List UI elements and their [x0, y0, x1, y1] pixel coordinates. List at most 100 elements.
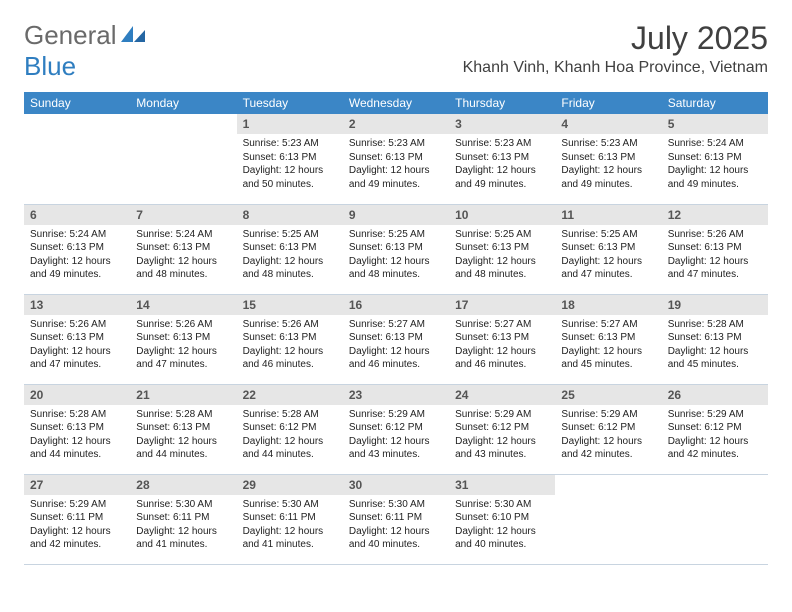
day-number: 10 [449, 205, 555, 225]
day-number: 23 [343, 385, 449, 405]
day-cell: 1Sunrise: 5:23 AMSunset: 6:13 PMDaylight… [237, 114, 343, 204]
day-content: Sunrise: 5:29 AMSunset: 6:12 PMDaylight:… [555, 405, 661, 467]
day-content: Sunrise: 5:30 AMSunset: 6:11 PMDaylight:… [130, 495, 236, 557]
day-cell: 10Sunrise: 5:25 AMSunset: 6:13 PMDayligh… [449, 204, 555, 294]
day-number: 30 [343, 475, 449, 495]
day-content: Sunrise: 5:28 AMSunset: 6:12 PMDaylight:… [237, 405, 343, 467]
title-block: July 2025 Khanh Vinh, Khanh Hoa Province… [463, 20, 768, 77]
day-number: 24 [449, 385, 555, 405]
day-cell: 8Sunrise: 5:25 AMSunset: 6:13 PMDaylight… [237, 204, 343, 294]
day-cell: 13Sunrise: 5:26 AMSunset: 6:13 PMDayligh… [24, 294, 130, 384]
day-cell: 23Sunrise: 5:29 AMSunset: 6:12 PMDayligh… [343, 384, 449, 474]
day-content: Sunrise: 5:26 AMSunset: 6:13 PMDaylight:… [130, 315, 236, 377]
day-number: 28 [130, 475, 236, 495]
day-content: Sunrise: 5:27 AMSunset: 6:13 PMDaylight:… [555, 315, 661, 377]
day-cell: 2Sunrise: 5:23 AMSunset: 6:13 PMDaylight… [343, 114, 449, 204]
day-number: 11 [555, 205, 661, 225]
day-header: Sunday [24, 92, 130, 114]
day-number: 17 [449, 295, 555, 315]
day-content: Sunrise: 5:29 AMSunset: 6:12 PMDaylight:… [662, 405, 768, 467]
day-number: 5 [662, 114, 768, 134]
day-cell: 31Sunrise: 5:30 AMSunset: 6:10 PMDayligh… [449, 474, 555, 564]
day-number: 14 [130, 295, 236, 315]
day-cell: 14Sunrise: 5:26 AMSunset: 6:13 PMDayligh… [130, 294, 236, 384]
day-content: Sunrise: 5:24 AMSunset: 6:13 PMDaylight:… [130, 225, 236, 287]
day-number: 7 [130, 205, 236, 225]
day-number: 29 [237, 475, 343, 495]
day-content: Sunrise: 5:25 AMSunset: 6:13 PMDaylight:… [343, 225, 449, 287]
day-content: Sunrise: 5:26 AMSunset: 6:13 PMDaylight:… [662, 225, 768, 287]
day-cell: 16Sunrise: 5:27 AMSunset: 6:13 PMDayligh… [343, 294, 449, 384]
day-header: Monday [130, 92, 236, 114]
day-content: Sunrise: 5:24 AMSunset: 6:13 PMDaylight:… [662, 134, 768, 196]
day-cell: 5Sunrise: 5:24 AMSunset: 6:13 PMDaylight… [662, 114, 768, 204]
day-number: 9 [343, 205, 449, 225]
day-cell: 21Sunrise: 5:28 AMSunset: 6:13 PMDayligh… [130, 384, 236, 474]
day-cell [662, 474, 768, 564]
day-content: Sunrise: 5:27 AMSunset: 6:13 PMDaylight:… [343, 315, 449, 377]
calendar-body: 1Sunrise: 5:23 AMSunset: 6:13 PMDaylight… [24, 114, 768, 564]
day-number: 15 [237, 295, 343, 315]
day-content: Sunrise: 5:29 AMSunset: 6:12 PMDaylight:… [343, 405, 449, 467]
day-cell: 22Sunrise: 5:28 AMSunset: 6:12 PMDayligh… [237, 384, 343, 474]
day-cell: 3Sunrise: 5:23 AMSunset: 6:13 PMDaylight… [449, 114, 555, 204]
day-cell: 17Sunrise: 5:27 AMSunset: 6:13 PMDayligh… [449, 294, 555, 384]
day-number: 3 [449, 114, 555, 134]
logo-text: General Blue [24, 20, 147, 82]
day-header: Tuesday [237, 92, 343, 114]
day-content: Sunrise: 5:23 AMSunset: 6:13 PMDaylight:… [343, 134, 449, 196]
day-header: Friday [555, 92, 661, 114]
day-content: Sunrise: 5:23 AMSunset: 6:13 PMDaylight:… [237, 134, 343, 196]
day-content: Sunrise: 5:29 AMSunset: 6:12 PMDaylight:… [449, 405, 555, 467]
day-content: Sunrise: 5:30 AMSunset: 6:10 PMDaylight:… [449, 495, 555, 557]
day-cell: 24Sunrise: 5:29 AMSunset: 6:12 PMDayligh… [449, 384, 555, 474]
day-number: 19 [662, 295, 768, 315]
day-content: Sunrise: 5:28 AMSunset: 6:13 PMDaylight:… [24, 405, 130, 467]
day-content: Sunrise: 5:23 AMSunset: 6:13 PMDaylight:… [449, 134, 555, 196]
week-row: 20Sunrise: 5:28 AMSunset: 6:13 PMDayligh… [24, 384, 768, 474]
day-header: Wednesday [343, 92, 449, 114]
day-content: Sunrise: 5:28 AMSunset: 6:13 PMDaylight:… [130, 405, 236, 467]
day-cell: 6Sunrise: 5:24 AMSunset: 6:13 PMDaylight… [24, 204, 130, 294]
day-content: Sunrise: 5:24 AMSunset: 6:13 PMDaylight:… [24, 225, 130, 287]
logo-blue: Blue [24, 51, 76, 81]
day-number: 18 [555, 295, 661, 315]
day-content: Sunrise: 5:26 AMSunset: 6:13 PMDaylight:… [24, 315, 130, 377]
day-cell: 15Sunrise: 5:26 AMSunset: 6:13 PMDayligh… [237, 294, 343, 384]
logo: General Blue [24, 20, 147, 82]
day-content: Sunrise: 5:30 AMSunset: 6:11 PMDaylight:… [343, 495, 449, 557]
day-cell: 25Sunrise: 5:29 AMSunset: 6:12 PMDayligh… [555, 384, 661, 474]
logo-sail-icon [119, 24, 147, 44]
day-content: Sunrise: 5:26 AMSunset: 6:13 PMDaylight:… [237, 315, 343, 377]
day-number: 1 [237, 114, 343, 134]
week-row: 6Sunrise: 5:24 AMSunset: 6:13 PMDaylight… [24, 204, 768, 294]
day-cell: 12Sunrise: 5:26 AMSunset: 6:13 PMDayligh… [662, 204, 768, 294]
day-header-row: SundayMondayTuesdayWednesdayThursdayFrid… [24, 92, 768, 114]
day-number: 22 [237, 385, 343, 405]
day-number: 25 [555, 385, 661, 405]
day-cell [555, 474, 661, 564]
day-number: 6 [24, 205, 130, 225]
day-cell: 7Sunrise: 5:24 AMSunset: 6:13 PMDaylight… [130, 204, 236, 294]
day-number: 21 [130, 385, 236, 405]
day-number: 8 [237, 205, 343, 225]
day-cell [130, 114, 236, 204]
day-cell: 29Sunrise: 5:30 AMSunset: 6:11 PMDayligh… [237, 474, 343, 564]
month-title: July 2025 [463, 20, 768, 57]
day-number: 27 [24, 475, 130, 495]
day-content: Sunrise: 5:28 AMSunset: 6:13 PMDaylight:… [662, 315, 768, 377]
day-cell: 26Sunrise: 5:29 AMSunset: 6:12 PMDayligh… [662, 384, 768, 474]
logo-general: General [24, 20, 117, 50]
calendar-table: SundayMondayTuesdayWednesdayThursdayFrid… [24, 92, 768, 565]
day-cell: 11Sunrise: 5:25 AMSunset: 6:13 PMDayligh… [555, 204, 661, 294]
day-cell: 9Sunrise: 5:25 AMSunset: 6:13 PMDaylight… [343, 204, 449, 294]
day-cell [24, 114, 130, 204]
day-content: Sunrise: 5:23 AMSunset: 6:13 PMDaylight:… [555, 134, 661, 196]
day-cell: 19Sunrise: 5:28 AMSunset: 6:13 PMDayligh… [662, 294, 768, 384]
location: Khanh Vinh, Khanh Hoa Province, Vietnam [463, 59, 768, 77]
day-number: 16 [343, 295, 449, 315]
header: General Blue July 2025 Khanh Vinh, Khanh… [24, 20, 768, 82]
day-number: 2 [343, 114, 449, 134]
day-cell: 30Sunrise: 5:30 AMSunset: 6:11 PMDayligh… [343, 474, 449, 564]
day-content: Sunrise: 5:27 AMSunset: 6:13 PMDaylight:… [449, 315, 555, 377]
